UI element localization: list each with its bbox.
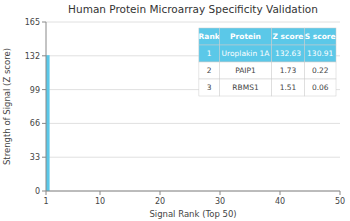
x-tick-label: 20 [155, 197, 165, 206]
y-tick [42, 191, 46, 192]
y-tick-label: 66 [30, 119, 40, 128]
table-cell-bg [199, 62, 220, 79]
grid [46, 22, 340, 191]
x-tick-label: 30 [215, 197, 225, 206]
x-tick [46, 191, 47, 195]
x-tick-label: 10 [95, 197, 105, 206]
x-tick [340, 191, 341, 195]
x-tick [160, 191, 161, 195]
x-tick [280, 191, 281, 195]
table-cell: PAIP1 [235, 66, 256, 75]
y-tick [42, 123, 46, 124]
table-cell: 0.22 [312, 66, 329, 75]
y-tick [42, 55, 46, 56]
y-tick [42, 157, 46, 158]
grid-line [46, 157, 340, 158]
y-tick [42, 22, 46, 23]
title: Human Protein Microarray Specificity Val… [68, 3, 318, 15]
table-cell: 3 [207, 83, 212, 92]
table-cell: Uroplakin 1A [222, 49, 271, 58]
y-tick-label: 99 [30, 86, 40, 95]
table-cell-bg [199, 79, 220, 96]
table-header-bg [272, 28, 305, 45]
table-header: Rank [199, 32, 221, 41]
x-tick [220, 191, 221, 195]
x-axis-label: Signal Rank (Top 50) [149, 209, 236, 219]
table-header: S score [305, 32, 336, 41]
y-tick-label: 132 [25, 52, 40, 61]
grid-line [46, 191, 340, 192]
table-cell-bg [304, 79, 336, 96]
table-cell: 0.06 [312, 83, 329, 92]
chart-container: 033669913216511020304050Human Protein Mi… [0, 0, 350, 221]
table-header: Protein [230, 32, 261, 41]
y-tick [42, 89, 46, 90]
table-header: Z score [273, 32, 304, 41]
bar [46, 55, 50, 191]
table-cell-bg [199, 45, 220, 62]
table-cell: 1.73 [280, 66, 297, 75]
table-cell-bg [304, 45, 336, 62]
y-tick-label: 165 [25, 18, 40, 27]
table-cell: 1.51 [280, 83, 297, 92]
x-tick [100, 191, 101, 195]
x-tick-label: 1 [43, 197, 48, 206]
table-cell: 2 [207, 66, 212, 75]
table-cell: 130.91 [307, 49, 333, 58]
table-cell-bg [304, 62, 336, 79]
table: Rank Protein Z scoreS score 1 Uroplakin 1A 13… [199, 28, 336, 96]
chart: 033669913216511020304050Human Protein Mi… [0, 0, 350, 221]
table-cell-bg [219, 62, 271, 79]
table-cell-bg [272, 79, 305, 96]
table-cell: 1 [207, 49, 212, 58]
y-tick-label: 33 [30, 153, 40, 162]
grid-line [46, 22, 340, 23]
grid-line [46, 123, 340, 124]
y-axis-label: Strength of Signal (Z score) [2, 48, 12, 165]
table-cell-bg [219, 79, 271, 96]
x-tick-label: 40 [275, 197, 285, 206]
y-tick-label: 0 [35, 187, 40, 196]
table-cell-bg [272, 45, 305, 62]
table-header-bg [304, 28, 336, 45]
y-axis-line [46, 22, 47, 191]
table-cell-bg [272, 62, 305, 79]
bars [46, 55, 50, 191]
x-axis-line [46, 191, 340, 192]
table-cell: RBMS1 [232, 83, 259, 92]
table-header-bg [219, 28, 271, 45]
table-cell-bg [219, 45, 271, 62]
table-cell: 132.63 [275, 49, 301, 58]
x-tick-label: 50 [335, 197, 345, 206]
